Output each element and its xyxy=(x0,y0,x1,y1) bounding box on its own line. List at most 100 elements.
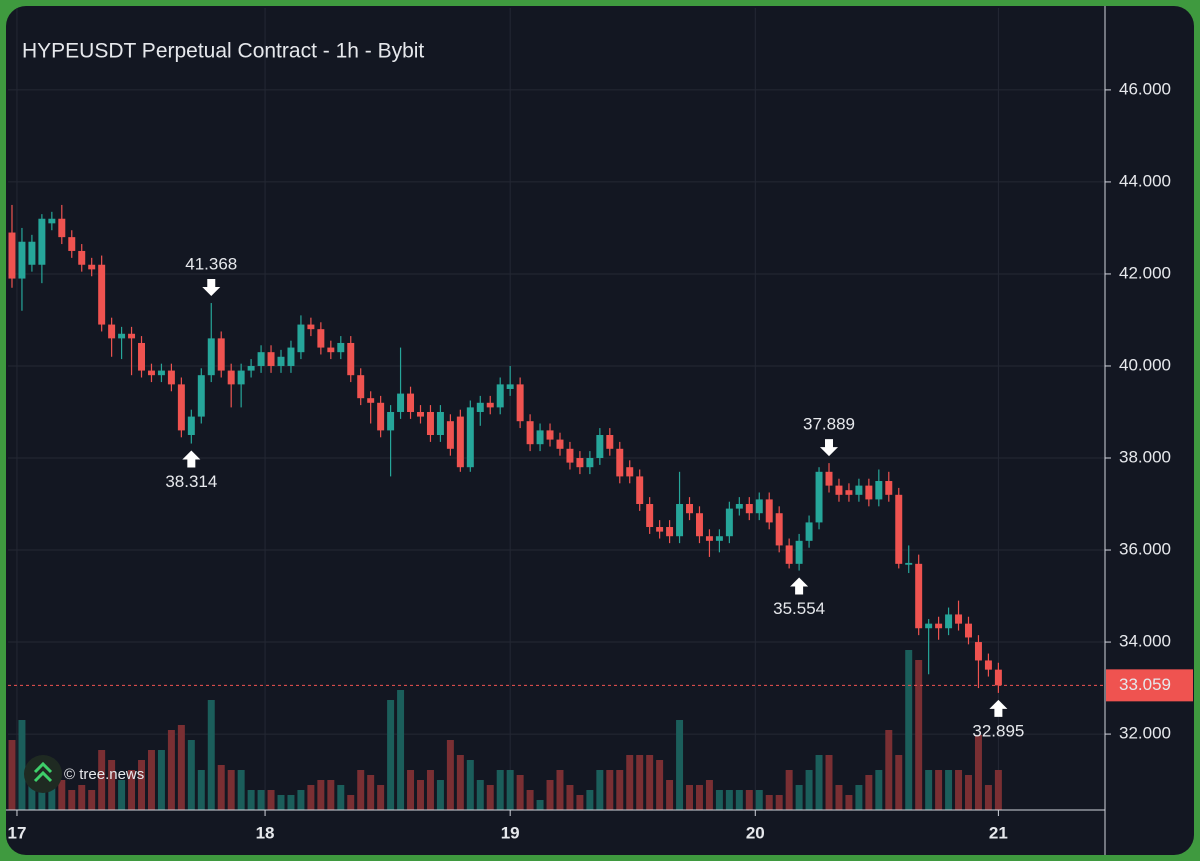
volume-bar xyxy=(795,785,803,810)
watermark: © tree.news xyxy=(64,766,144,783)
candle-body xyxy=(765,499,773,523)
volume-bar xyxy=(397,690,405,810)
candle-body xyxy=(835,485,843,495)
candle-body xyxy=(646,504,654,528)
candle-body xyxy=(606,434,614,449)
volume-bar xyxy=(815,755,823,810)
volume-bar xyxy=(915,660,923,810)
volume-bar xyxy=(337,785,345,810)
volume-bar xyxy=(98,750,106,810)
annotation-label: 37.889 xyxy=(803,415,855,434)
last-price-box xyxy=(1106,669,1193,702)
candle-body xyxy=(795,540,803,564)
candle-body xyxy=(177,384,185,431)
volume-bar xyxy=(187,740,195,810)
candle-body xyxy=(108,324,116,339)
volume-bar xyxy=(905,650,913,810)
volume-bar xyxy=(68,790,76,810)
volume-bar xyxy=(626,755,634,810)
volume-bar xyxy=(785,770,793,810)
candle-body xyxy=(775,513,783,546)
volume-bar xyxy=(466,760,474,810)
candle-body xyxy=(18,241,26,279)
candle-body xyxy=(875,481,883,500)
candle-body xyxy=(387,411,395,431)
candle-body xyxy=(925,623,933,629)
volume-bar xyxy=(616,770,624,810)
candle-body xyxy=(267,352,275,366)
volume-bar xyxy=(925,770,933,810)
volume-bar xyxy=(556,770,564,810)
volume-bar xyxy=(945,770,953,810)
volume-bar xyxy=(576,795,584,810)
volume-bar xyxy=(855,785,863,810)
candle-body xyxy=(347,342,355,376)
volume-bar xyxy=(496,770,504,810)
volume-bar xyxy=(835,785,843,810)
volume-bar xyxy=(28,780,36,810)
volume-bar xyxy=(935,770,943,810)
candle-body xyxy=(417,411,424,417)
candle-body xyxy=(426,411,434,435)
volume-bar xyxy=(307,785,315,810)
volume-bar xyxy=(506,770,514,810)
candle-body xyxy=(397,393,405,412)
candle-body xyxy=(307,324,315,330)
volume-bar xyxy=(636,755,644,810)
volume-bar xyxy=(666,780,674,810)
volume-bar xyxy=(88,790,96,810)
candle-body xyxy=(207,338,215,376)
volume-bar xyxy=(227,770,235,810)
candle-body xyxy=(984,660,992,670)
candle-body xyxy=(466,407,474,468)
volume-bar xyxy=(745,790,753,810)
volume-bar xyxy=(865,775,873,810)
volume-bar xyxy=(8,740,16,810)
volume-bar xyxy=(596,770,604,810)
candle-body xyxy=(187,416,195,435)
volume-bar xyxy=(536,800,544,810)
y-tick-label: 42.000 xyxy=(1119,263,1171,282)
candle-body xyxy=(496,384,504,408)
candle-body xyxy=(486,402,494,408)
y-tick-label: 40.000 xyxy=(1119,355,1171,374)
volume-bar xyxy=(407,770,415,810)
volume-bar xyxy=(128,770,136,810)
candle-body xyxy=(915,563,923,629)
volume-bar xyxy=(974,735,982,810)
volume-bar xyxy=(984,785,992,810)
volume-bar xyxy=(546,780,554,810)
x-tick-label: 17 xyxy=(8,823,27,842)
annotation-arrow xyxy=(820,439,839,457)
y-tick-label: 44.000 xyxy=(1119,171,1171,190)
candle-body xyxy=(626,467,634,477)
annotation-arrow xyxy=(790,577,809,595)
volume-bar xyxy=(825,755,833,810)
volume-bar xyxy=(247,790,255,810)
candle-body xyxy=(38,218,46,265)
volume-bar xyxy=(725,790,733,810)
candle-body xyxy=(994,669,1002,686)
candle-body xyxy=(576,458,584,468)
logo-icon xyxy=(33,761,53,783)
candle-body xyxy=(8,232,16,279)
x-tick-label: 19 xyxy=(501,823,520,842)
candle-body xyxy=(128,333,136,339)
x-tick-label: 21 xyxy=(989,823,1008,842)
candle-body xyxy=(506,384,514,389)
candle-body xyxy=(855,485,863,495)
volume-bar xyxy=(377,785,385,810)
candle-body xyxy=(945,614,953,629)
candle-body xyxy=(805,522,813,541)
volume-bar xyxy=(327,780,335,810)
candle-body xyxy=(546,430,554,440)
candle-body xyxy=(745,504,753,514)
volume-pane xyxy=(8,650,1002,810)
volume-bar xyxy=(267,790,275,810)
candle-body xyxy=(88,264,96,270)
candle-body xyxy=(48,218,56,224)
candle-body xyxy=(257,352,265,366)
candle-body xyxy=(436,411,444,435)
candle-body xyxy=(785,545,793,564)
